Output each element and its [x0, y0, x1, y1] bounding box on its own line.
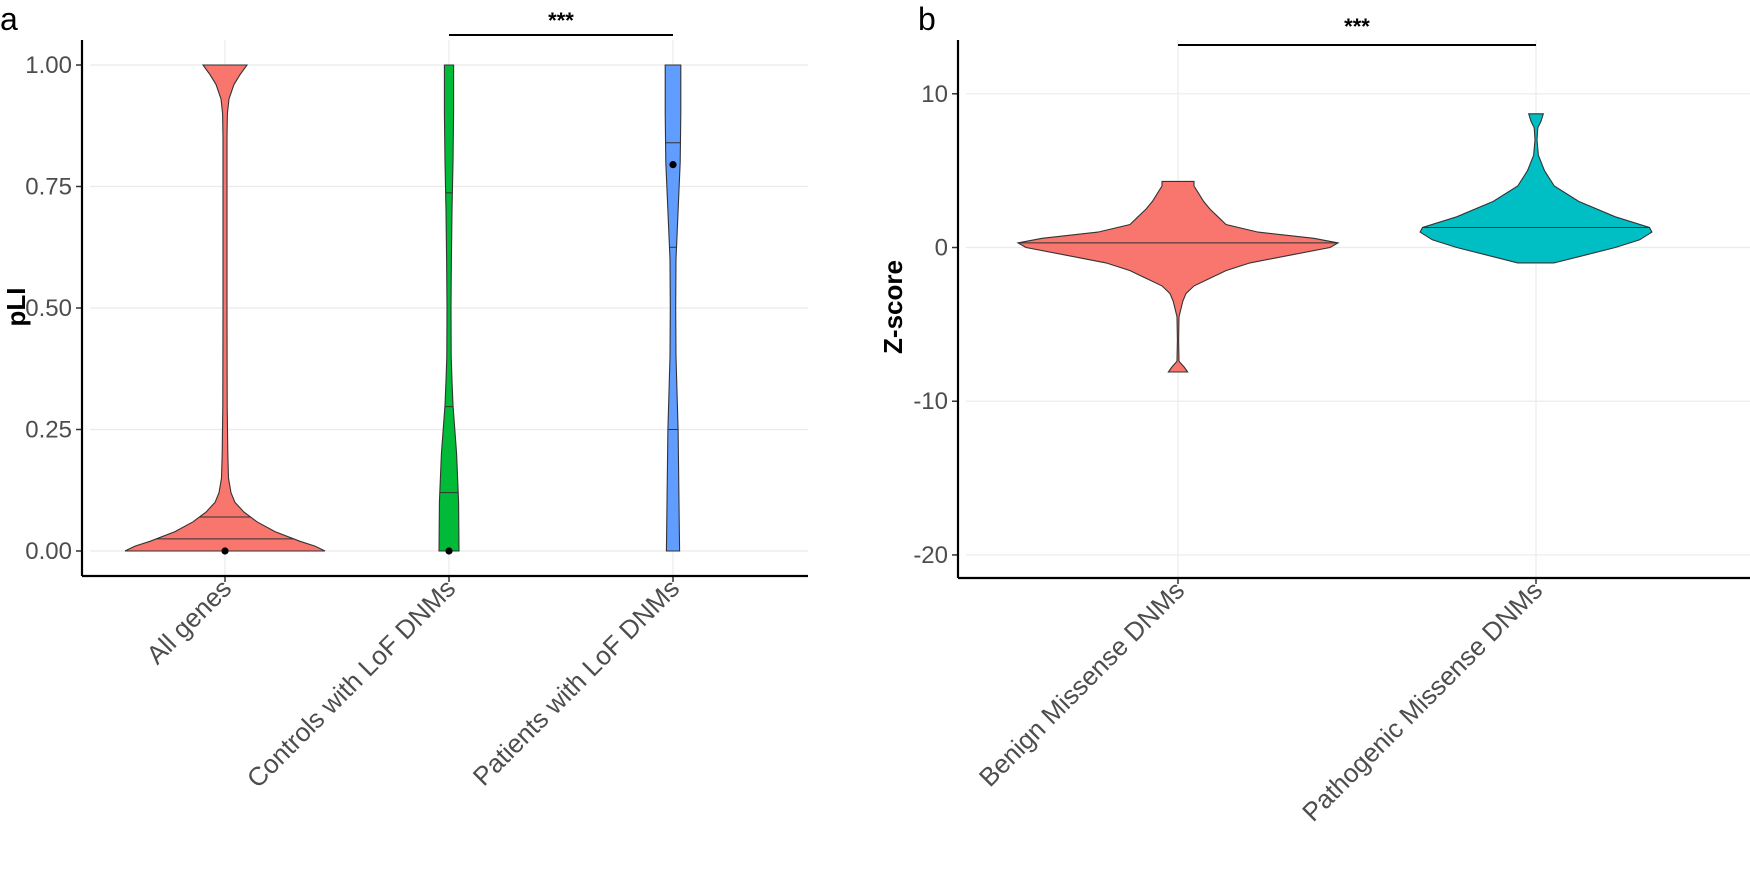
median-point: [221, 547, 229, 555]
x-tick-label-patients-with-lof-dnms: Patients with LoF DNMs: [467, 573, 685, 791]
panel-b-letter: b: [918, 1, 936, 37]
y-tick-label: 0.50: [25, 295, 72, 322]
violin-controls-with-lof-dnms: [438, 64, 460, 552]
violin-pathogenic-missense-dnms: [1419, 113, 1653, 264]
y-tick-label: 0: [935, 235, 948, 262]
panel-a-plot: All genes Controls with LoF DNMs Patients …: [25, 8, 808, 793]
x-tick-label-benign-missense-dnms: Benign Missense DNMs: [973, 575, 1190, 792]
y-tick-label: -20: [913, 542, 948, 569]
y-tick-label: 10: [921, 81, 948, 108]
panel-b-plot: Benign Missense DNMs Pathogenic Missense …: [913, 14, 1750, 827]
y-tick-label: 0.00: [25, 538, 72, 565]
median-point: [445, 547, 453, 555]
y-tick-label: 1.00: [25, 52, 72, 79]
significance-label: ***: [548, 8, 574, 33]
x-tick-label-controls-with-lof-dnms: Controls with LoF DNMs: [241, 573, 461, 793]
panel-a-y-axis-title: pLI: [1, 288, 31, 327]
y-tick-label: 0.75: [25, 174, 72, 201]
violin-all-genes: [124, 64, 326, 552]
x-tick-label-pathogenic-missense-dnms: Pathogenic Missense DNMs: [1296, 575, 1548, 827]
x-tick-label-all-genes: All genes: [140, 573, 237, 670]
panel-b-y-axis-title: Z-score: [878, 260, 908, 354]
median-point: [669, 161, 677, 169]
panel-a-letter: a: [0, 1, 18, 37]
violin-benign-missense-dnms: [1016, 180, 1340, 373]
significance-label: ***: [1344, 14, 1370, 39]
y-tick-label: -10: [913, 388, 948, 415]
y-tick-label: 0.25: [25, 417, 72, 444]
